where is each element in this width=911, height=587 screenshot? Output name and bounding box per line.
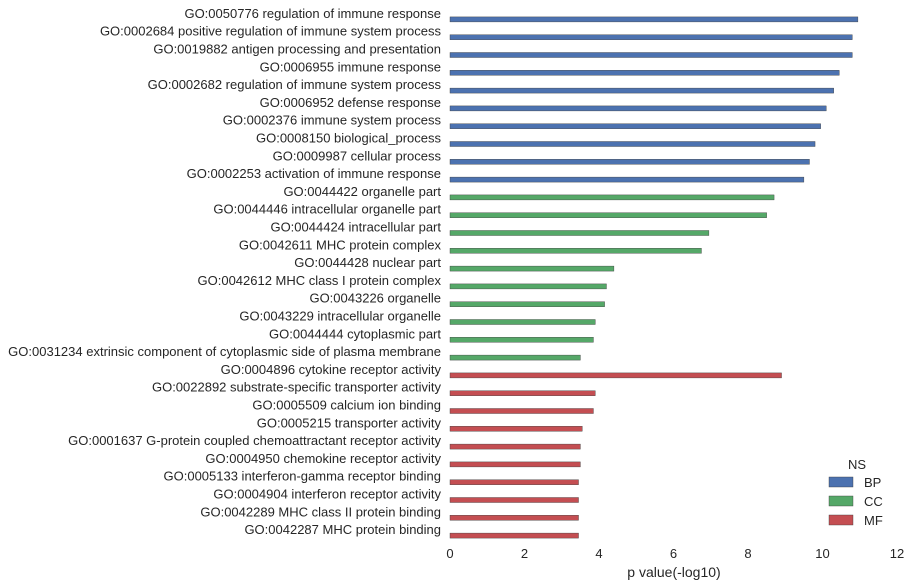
bar-mf bbox=[449, 461, 581, 468]
category-label: GO:0044428 nuclear part bbox=[294, 255, 441, 270]
bar-mf bbox=[449, 532, 579, 539]
category-label: GO:0001637 G-protein coupled chemoattrac… bbox=[68, 433, 441, 448]
category-label: GO:0006955 immune response bbox=[260, 59, 441, 74]
bar-bp bbox=[449, 141, 816, 147]
bar-bp bbox=[449, 105, 827, 112]
category-label: GO:0044424 intracellular part bbox=[270, 220, 441, 235]
category-label: GO:0044444 cytoplasmic part bbox=[269, 326, 441, 341]
bar-cc bbox=[449, 301, 605, 307]
category-label: GO:0022892 substrate-specific transporte… bbox=[152, 380, 442, 395]
category-label: GO:0005509 calcium ion binding bbox=[252, 398, 441, 413]
category-label: GO:0005133 interferon-gamma receptor bin… bbox=[164, 469, 442, 484]
category-label: GO:0002684 positive regulation of immune… bbox=[100, 24, 442, 39]
legend: NS BP CC MF bbox=[828, 457, 883, 528]
bar-mf bbox=[449, 408, 594, 414]
category-label: GO:0009987 cellular process bbox=[273, 148, 442, 163]
category-label: GO:0044422 organelle part bbox=[283, 184, 441, 199]
bar-mf bbox=[449, 390, 596, 396]
x-tick-label: 4 bbox=[595, 546, 602, 561]
x-axis-ticks: 0 2 4 6 8 10 12 bbox=[446, 546, 904, 561]
bar-mf bbox=[449, 372, 782, 379]
category-label: GO:0042612 MHC class I protein complex bbox=[198, 273, 442, 288]
bar-cc bbox=[449, 319, 596, 325]
x-axis-label: p value(-log10) bbox=[627, 564, 720, 580]
bar-bp bbox=[449, 70, 840, 76]
bar-cc bbox=[449, 283, 607, 290]
bar-cc bbox=[449, 248, 702, 254]
category-label: GO:0002376 immune system process bbox=[223, 113, 442, 128]
bar-bp bbox=[449, 123, 821, 129]
bar-bp bbox=[449, 87, 834, 94]
legend-title: NS bbox=[848, 457, 866, 472]
category-label: GO:0002253 activation of immune response bbox=[187, 166, 441, 181]
legend-label-bp: BP bbox=[864, 475, 881, 490]
bar-cc bbox=[449, 212, 767, 218]
category-label: GO:0042611 MHC protein complex bbox=[239, 237, 442, 252]
category-label: GO:0042287 MHC protein binding bbox=[244, 522, 441, 537]
legend-label-mf: MF bbox=[864, 513, 883, 528]
x-tick-label: 0 bbox=[446, 546, 453, 561]
bar-group bbox=[449, 16, 859, 539]
bar-mf bbox=[449, 515, 579, 521]
bar-bp bbox=[449, 34, 853, 40]
category-label: GO:0005215 transporter activity bbox=[257, 415, 442, 430]
category-label: GO:0019882 antigen processing and presen… bbox=[153, 42, 441, 57]
category-label: GO:0044446 intracellular organelle part bbox=[213, 202, 441, 217]
bar-bp bbox=[449, 16, 859, 23]
legend-swatch-cc bbox=[828, 495, 854, 507]
category-label: GO:0031234 extrinsic component of cytopl… bbox=[8, 344, 441, 359]
category-label: GO:0008150 biological_process bbox=[256, 131, 442, 146]
legend-label-cc: CC bbox=[864, 494, 883, 509]
category-label: GO:0004950 chemokine receptor activity bbox=[205, 451, 441, 466]
legend-swatch-mf bbox=[828, 514, 854, 526]
category-label: GO:0004904 interferon receptor activity bbox=[213, 487, 441, 502]
category-labels: GO:0050776 regulation of immune response… bbox=[8, 6, 441, 537]
bar-bp bbox=[449, 176, 805, 183]
bar-cc bbox=[449, 337, 594, 343]
bar-bp bbox=[449, 52, 853, 58]
bar-mf bbox=[449, 443, 581, 450]
category-label: GO:0042289 MHC class II protein binding bbox=[200, 504, 441, 519]
bar-mf bbox=[449, 479, 579, 485]
bar-cc bbox=[449, 265, 615, 272]
bar-bp bbox=[449, 159, 810, 165]
legend-swatch-bp bbox=[828, 476, 854, 488]
x-tick-label: 8 bbox=[744, 546, 751, 561]
bar-mf bbox=[449, 426, 583, 432]
bar-cc bbox=[449, 230, 710, 236]
x-tick-label: 2 bbox=[521, 546, 528, 561]
category-label: GO:0043226 organelle bbox=[309, 291, 441, 306]
category-label: GO:0002682 regulation of immune system p… bbox=[148, 77, 442, 92]
bar-cc bbox=[449, 194, 775, 201]
category-label: GO:0043229 intracellular organelle bbox=[239, 309, 441, 324]
category-label: GO:0050776 regulation of immune response bbox=[184, 6, 441, 21]
x-tick-label: 12 bbox=[890, 546, 904, 561]
x-tick-label: 10 bbox=[815, 546, 829, 561]
x-tick-label: 6 bbox=[670, 546, 677, 561]
bar-cc bbox=[449, 354, 581, 361]
category-label: GO:0006952 defense response bbox=[260, 95, 441, 110]
bar-mf bbox=[449, 497, 579, 503]
category-label: GO:0004896 cytokine receptor activity bbox=[221, 362, 442, 377]
